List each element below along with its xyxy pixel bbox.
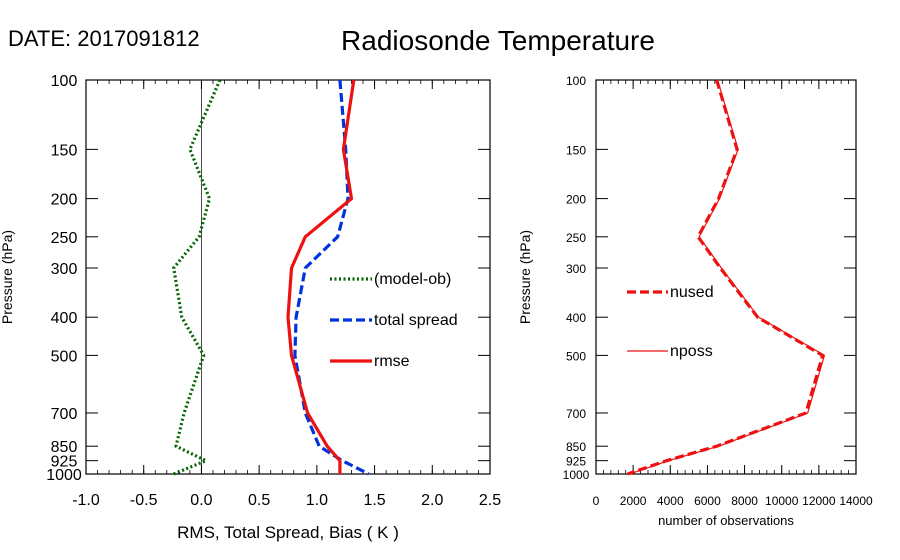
- y-tick-label: 400: [566, 311, 586, 325]
- y-tick-label: 300: [51, 261, 78, 278]
- plot-frame: [595, 79, 857, 475]
- y-tick-label: 250: [566, 231, 586, 245]
- legend-label: (model-ob): [374, 271, 451, 288]
- date-label: DATE: 2017091812: [8, 26, 200, 51]
- y-tick-label: 200: [566, 193, 586, 207]
- series-line-total-spread: [293, 79, 370, 476]
- x-tick-label: 2.5: [479, 492, 501, 509]
- x-tick-label: 0: [593, 494, 600, 508]
- x-axis-label: RMS, Total Spread, Bias ( K ): [177, 523, 399, 542]
- y-tick-label: 500: [566, 349, 586, 363]
- y-tick-label: 925: [51, 454, 78, 471]
- series-line-nposs: [629, 79, 826, 475]
- x-tick-label: 2.0: [421, 492, 443, 509]
- legend-label: nposs: [670, 343, 713, 360]
- x-tick-label: 0.5: [248, 492, 270, 509]
- y-tick-label: 150: [566, 143, 586, 157]
- y-axis-label: Pressure (hPa): [0, 230, 15, 324]
- y-tick-label: 850: [566, 440, 586, 454]
- y-tick-label: 300: [566, 262, 586, 276]
- y-tick-label: 1000: [46, 467, 82, 484]
- x-tick-label: 1.0: [306, 492, 328, 509]
- x-tick-label: 12000: [802, 494, 836, 508]
- x-axis-label: number of observations: [658, 513, 794, 528]
- x-tick-label: 10000: [765, 494, 799, 508]
- series-line-model-ob: [172, 79, 222, 476]
- x-tick-label: 8000: [731, 494, 758, 508]
- y-tick-label: 250: [51, 230, 78, 247]
- y-tick-label: 925: [566, 455, 586, 469]
- x-tick-label: 0.0: [190, 492, 212, 509]
- y-tick-label: 100: [51, 73, 78, 90]
- y-tick-label: 200: [51, 192, 78, 209]
- y-tick-label: 400: [51, 310, 78, 327]
- right-chart: 0 2000 4000 6000 8000 10000 12000 14000 100 150 20…: [517, 74, 873, 528]
- legend-label: total spread: [374, 312, 458, 329]
- y-tick-label: 700: [51, 406, 78, 423]
- y-tick-label: 1000: [563, 468, 590, 482]
- y-tick-label: 100: [566, 74, 586, 88]
- y-tick-label: 150: [51, 142, 78, 159]
- x-tick-label: 14000: [839, 494, 873, 508]
- legend-label: rmse: [374, 353, 410, 370]
- series-line-rmse: [286, 79, 356, 474]
- legend-label: nused: [670, 284, 714, 301]
- x-tick-label: -0.5: [130, 492, 158, 509]
- left-chart: -1.0 -0.5 0.0 0.5 1.0 1.5 2.0 2.5 100 150 200 250 30…: [0, 73, 501, 542]
- series-line-nused: [627, 79, 825, 476]
- y-axis-label: Pressure (hPa): [517, 230, 533, 324]
- plot-frame: [85, 79, 491, 475]
- x-tick-label: -1.0: [72, 492, 100, 509]
- x-tick-label: 6000: [694, 494, 721, 508]
- y-tick-label: 850: [51, 439, 78, 456]
- x-tick-label: 2000: [620, 494, 647, 508]
- x-tick-label: 4000: [657, 494, 684, 508]
- y-tick-label: 700: [566, 407, 586, 421]
- x-tick-label: 1.5: [363, 492, 385, 509]
- y-tick-label: 500: [51, 348, 78, 365]
- figure-title: Radiosonde Temperature: [341, 25, 655, 56]
